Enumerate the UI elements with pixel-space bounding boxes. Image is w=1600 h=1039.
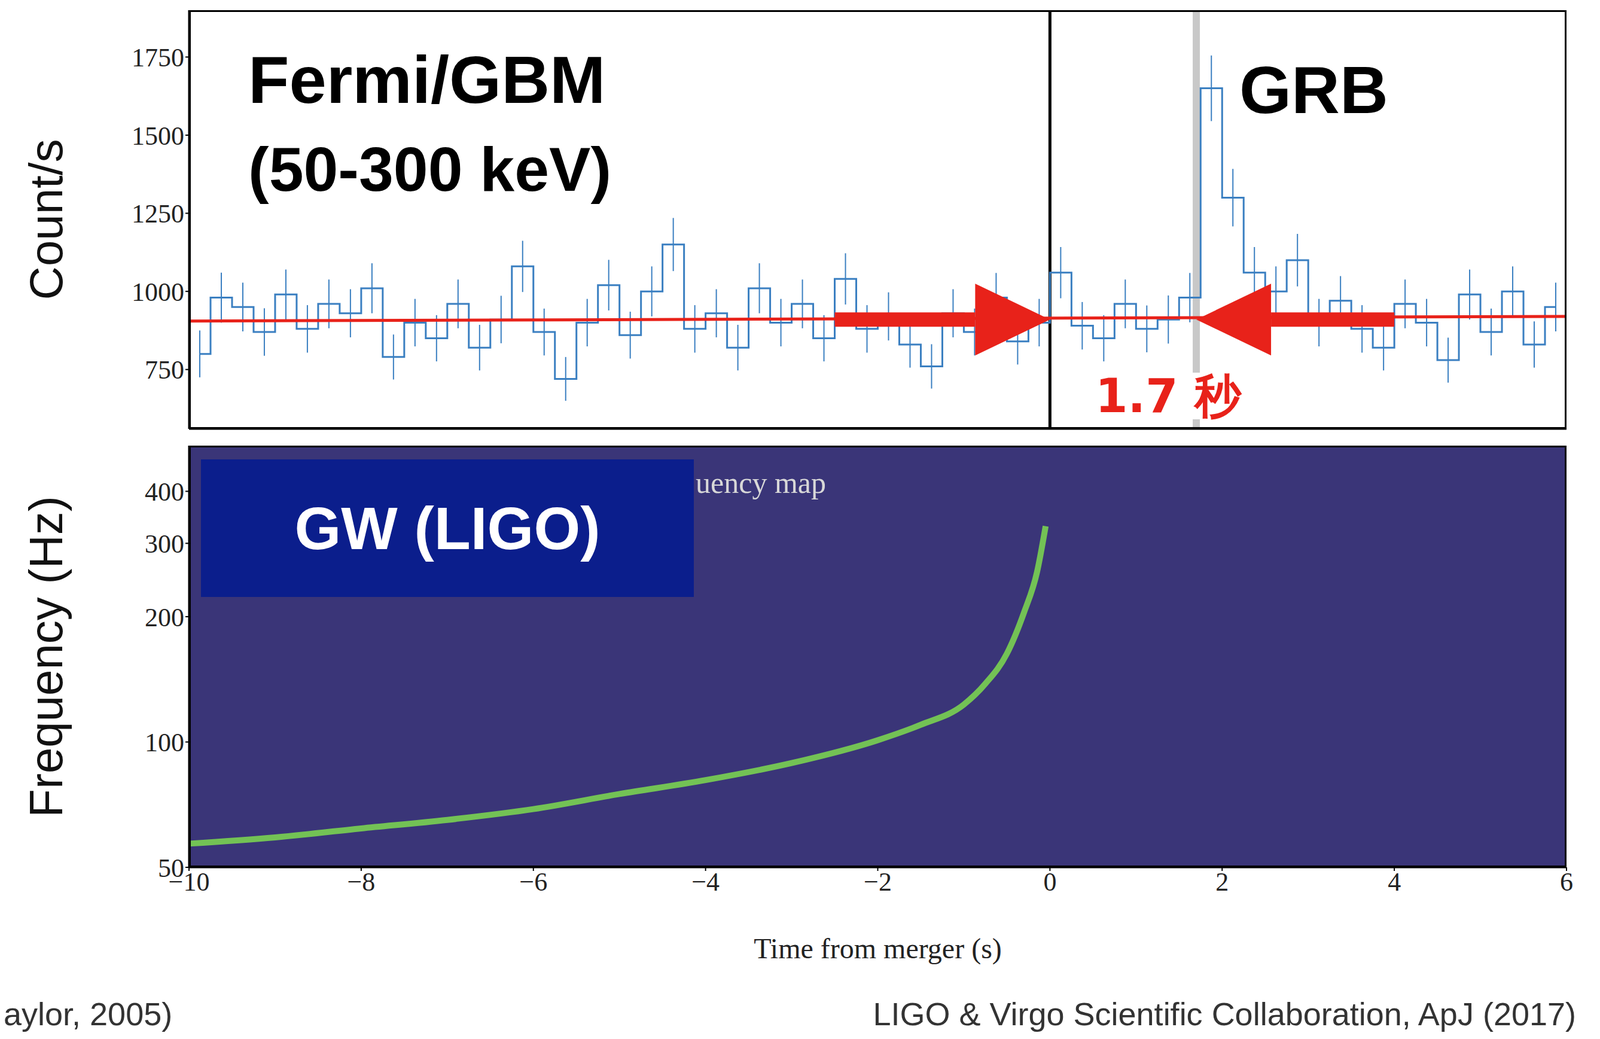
html-text:uency map: uency map xyxy=(695,465,827,500)
svg-text:200: 200 xyxy=(144,602,185,633)
svg-text:750: 750 xyxy=(144,355,185,385)
svg-text:300: 300 xyxy=(144,529,185,559)
svg-text:−10: −10 xyxy=(168,867,210,897)
svg-text:4: 4 xyxy=(1387,867,1401,897)
svg-text:50: 50 xyxy=(157,853,185,883)
html-text:Frequency (Hz): Frequency (Hz) xyxy=(19,495,73,818)
svg-text:0: 0 xyxy=(1043,867,1057,897)
svg-text:−2: −2 xyxy=(863,867,892,897)
svg-text:−8: −8 xyxy=(346,867,376,897)
html-text:1.7 秒: 1.7 秒 xyxy=(1095,369,1241,423)
html-text:GW (LIGO): GW (LIGO) xyxy=(294,494,601,562)
svg-text:Time from merger (s): Time from merger (s) xyxy=(753,932,1002,965)
svg-text:−6: −6 xyxy=(519,867,548,897)
svg-text:1250: 1250 xyxy=(131,199,185,229)
html-text:LIGO & Virgo Scientific Collab: LIGO & Virgo Scientific Collaboration, A… xyxy=(872,995,1577,1032)
svg-text:400: 400 xyxy=(144,477,185,507)
html-text:Fermi/GBM: Fermi/GBM xyxy=(248,42,606,118)
svg-text:100: 100 xyxy=(144,727,185,758)
svg-text:2: 2 xyxy=(1215,867,1229,897)
svg-text:−4: −4 xyxy=(691,867,720,897)
svg-text:1500: 1500 xyxy=(131,121,185,151)
html-text:GRB: GRB xyxy=(1239,52,1389,128)
svg-text:1750: 1750 xyxy=(131,43,185,73)
html-text:aylor, 2005): aylor, 2005) xyxy=(3,995,173,1032)
svg-text:6: 6 xyxy=(1559,867,1574,897)
html-text:(50-300 keV): (50-300 keV) xyxy=(248,134,612,204)
svg-text:1000: 1000 xyxy=(131,277,185,307)
html-text:Count/s: Count/s xyxy=(19,139,73,300)
